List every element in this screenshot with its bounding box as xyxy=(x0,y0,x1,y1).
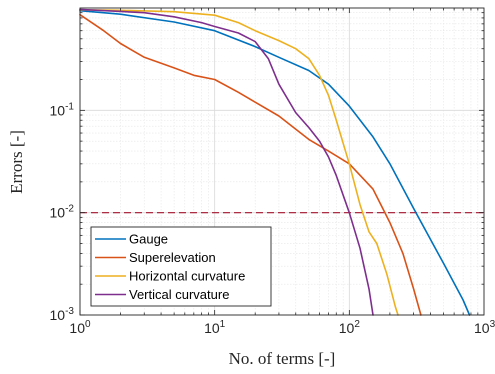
x-tick-label: 103 xyxy=(474,319,495,336)
axes-box xyxy=(79,7,485,316)
x-tick-label: 101 xyxy=(204,319,226,336)
series-line-gauge xyxy=(79,9,471,316)
legend-items: Gauge Superelevation Horizontal curvature V… xyxy=(95,232,245,302)
series-line-vertical-curvature xyxy=(79,8,374,316)
tick-labels: 100 101 102 103 10-3 10-2 10-1 xyxy=(50,101,495,336)
legend-label: Superelevation xyxy=(129,250,216,265)
legend: Gauge Superelevation Horizontal curvature V… xyxy=(90,226,272,307)
x-axis-label: No. of terms [-] xyxy=(229,349,336,368)
legend-label: Vertical curvature xyxy=(129,287,229,302)
y-tick-label: 10-2 xyxy=(50,204,75,221)
y-axis-label: Errors [-] xyxy=(7,130,26,194)
x-tick-label: 100 xyxy=(69,319,91,336)
ticks xyxy=(79,8,484,316)
series-line-superelevation xyxy=(79,13,422,316)
x-tick-label: 102 xyxy=(339,319,361,336)
y-tick-label: 10-1 xyxy=(50,101,75,118)
series-line-horizontal-curvature xyxy=(79,9,399,316)
legend-label: Gauge xyxy=(129,232,168,247)
y-tick-label: 10-3 xyxy=(50,306,75,323)
series-layer xyxy=(79,8,471,316)
legend-label: Horizontal curvature xyxy=(129,269,245,284)
legend-box xyxy=(90,226,272,307)
